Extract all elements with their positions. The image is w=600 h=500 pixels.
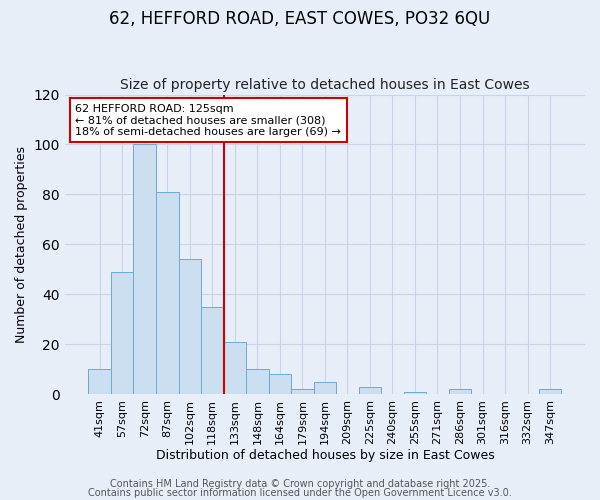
Text: 62 HEFFORD ROAD: 125sqm
← 81% of detached houses are smaller (308)
18% of semi-d: 62 HEFFORD ROAD: 125sqm ← 81% of detache…: [75, 104, 341, 136]
Title: Size of property relative to detached houses in East Cowes: Size of property relative to detached ho…: [120, 78, 530, 92]
Bar: [156, 192, 179, 394]
Bar: [449, 389, 471, 394]
Bar: [224, 342, 246, 394]
X-axis label: Distribution of detached houses by size in East Cowes: Distribution of detached houses by size …: [155, 450, 494, 462]
Bar: [201, 306, 224, 394]
Text: Contains HM Land Registry data © Crown copyright and database right 2025.: Contains HM Land Registry data © Crown c…: [110, 479, 490, 489]
Bar: [359, 386, 381, 394]
Bar: [291, 389, 314, 394]
Bar: [314, 382, 336, 394]
Bar: [111, 272, 133, 394]
Bar: [404, 392, 426, 394]
Bar: [179, 260, 201, 394]
Bar: [88, 369, 111, 394]
Text: 62, HEFFORD ROAD, EAST COWES, PO32 6QU: 62, HEFFORD ROAD, EAST COWES, PO32 6QU: [109, 10, 491, 28]
Bar: [246, 369, 269, 394]
Bar: [269, 374, 291, 394]
Text: Contains public sector information licensed under the Open Government Licence v3: Contains public sector information licen…: [88, 488, 512, 498]
Bar: [133, 144, 156, 394]
Bar: [539, 389, 562, 394]
Y-axis label: Number of detached properties: Number of detached properties: [15, 146, 28, 343]
